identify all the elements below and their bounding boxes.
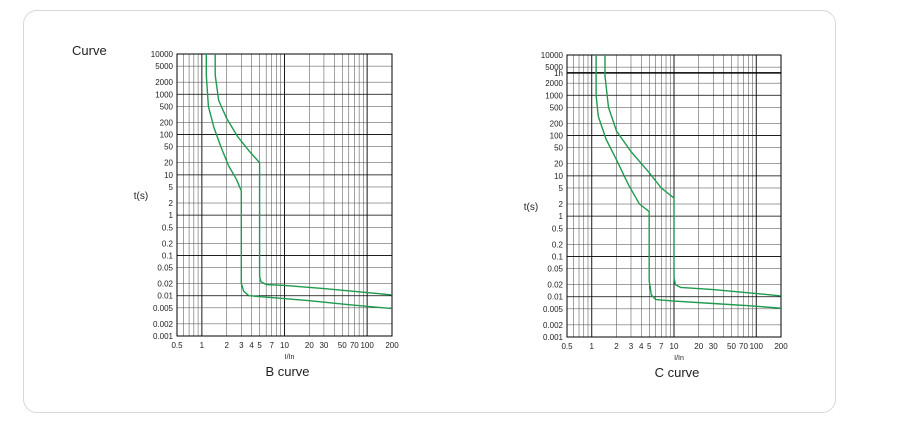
y-tick-label: 0.002 <box>153 320 174 329</box>
y-tick-label: 1h <box>554 69 563 78</box>
x-tick-label: 70 <box>350 341 359 350</box>
x-tick-label: 5 <box>257 341 262 350</box>
y-tick-label: 0.02 <box>547 281 563 290</box>
y-tick-label: 2 <box>169 199 174 208</box>
y-tick-label: 10000 <box>151 50 174 59</box>
y-tick-label: 1000 <box>155 90 173 99</box>
y-tick-label: 50 <box>164 143 173 152</box>
y-tick-label: 0.01 <box>157 292 173 301</box>
y-tick-label: 0.1 <box>162 251 174 260</box>
x-tick-label: 10 <box>280 341 289 350</box>
y-tick-label: 0.005 <box>543 305 564 314</box>
x-tick-label: 20 <box>305 341 314 350</box>
y-tick-label: 0.02 <box>157 280 173 289</box>
y-tick-label: 200 <box>160 118 174 127</box>
y-tick-label: 500 <box>160 102 174 111</box>
y-tick-label: 0.001 <box>153 332 174 341</box>
x-axis-label: I/In <box>285 354 295 361</box>
y-tick-label: 0.05 <box>157 264 173 273</box>
chart-0: 100005000200010005002001005020105210.50.… <box>134 50 399 379</box>
x-tick-label: 10 <box>670 342 679 351</box>
x-tick-label: 4 <box>249 341 254 350</box>
x-tick-label: 50 <box>338 341 347 350</box>
y-tick-label: 20 <box>554 160 563 169</box>
x-tick-label: 1 <box>200 341 205 350</box>
y-tick-label: 20 <box>164 159 173 168</box>
y-tick-label: 5000 <box>155 62 173 71</box>
x-tick-label: 20 <box>694 342 703 351</box>
y-tick-label: 0.002 <box>543 321 564 330</box>
y-tick-label: 0.2 <box>162 239 174 248</box>
trip-curve-line-0 <box>205 54 393 310</box>
y-tick-label: 1 <box>169 211 174 220</box>
x-tick-label: 3 <box>629 342 634 351</box>
y-tick-label: 2 <box>559 200 564 209</box>
y-tick-label: 2000 <box>155 78 173 87</box>
y-axis-label: t(s) <box>524 202 538 213</box>
y-tick-label: 0.1 <box>552 252 564 261</box>
y-tick-label: 10 <box>164 171 173 180</box>
y-tick-label: 0.5 <box>552 224 564 233</box>
chart-title: C curve <box>655 365 700 380</box>
x-tick-label: 7 <box>269 341 274 350</box>
y-tick-label: 10000 <box>541 51 564 60</box>
y-tick-label: 0.001 <box>543 333 564 342</box>
y-tick-label: 100 <box>550 132 564 141</box>
y-tick-label: 5 <box>559 184 564 193</box>
trip-curve-line-1 <box>604 55 782 297</box>
x-axis-label: I/In <box>674 355 684 362</box>
y-tick-label: 0.5 <box>162 223 174 232</box>
x-tick-label: 200 <box>774 342 788 351</box>
x-tick-label: 2 <box>225 341 230 350</box>
y-tick-label: 5000 <box>545 63 563 72</box>
y-tick-label: 5 <box>169 183 174 192</box>
y-tick-label: 1000 <box>545 91 563 100</box>
x-tick-label: 30 <box>709 342 718 351</box>
y-axis-label: t(s) <box>134 191 148 202</box>
y-tick-label: 0.005 <box>153 304 174 313</box>
x-tick-label: 100 <box>750 342 764 351</box>
y-tick-label: 1 <box>559 212 564 221</box>
y-tick-label: 100 <box>160 131 174 140</box>
trip-curve-line-1 <box>214 54 393 296</box>
plot-frame <box>176 53 393 337</box>
y-tick-label: 200 <box>550 119 564 128</box>
y-tick-label: 0.05 <box>547 265 563 274</box>
x-tick-label: 3 <box>239 341 244 350</box>
y-tick-label: 500 <box>550 103 564 112</box>
x-tick-label: 7 <box>659 342 664 351</box>
x-tick-label: 0.5 <box>171 341 183 350</box>
x-tick-label: 100 <box>360 341 374 350</box>
x-tick-label: 50 <box>727 342 736 351</box>
x-tick-label: 70 <box>739 342 748 351</box>
x-tick-label: 2 <box>614 342 619 351</box>
header-label: Curve <box>72 43 107 58</box>
y-tick-label: 0.2 <box>552 240 564 249</box>
y-tick-label: 10 <box>554 172 563 181</box>
x-tick-label: 4 <box>639 342 644 351</box>
y-tick-label: 50 <box>554 144 563 153</box>
x-tick-label: 1 <box>590 342 595 351</box>
x-tick-label: 30 <box>319 341 328 350</box>
y-tick-label: 0.01 <box>547 293 563 302</box>
chart-panel <box>23 10 836 413</box>
x-tick-label: 5 <box>647 342 652 351</box>
chart-title: B curve <box>265 364 309 379</box>
x-tick-label: 200 <box>385 341 399 350</box>
y-tick-label: 2000 <box>545 79 563 88</box>
plot-frame <box>566 54 782 338</box>
trip-curve-line-0 <box>595 55 782 309</box>
x-tick-label: 0.5 <box>561 342 573 351</box>
